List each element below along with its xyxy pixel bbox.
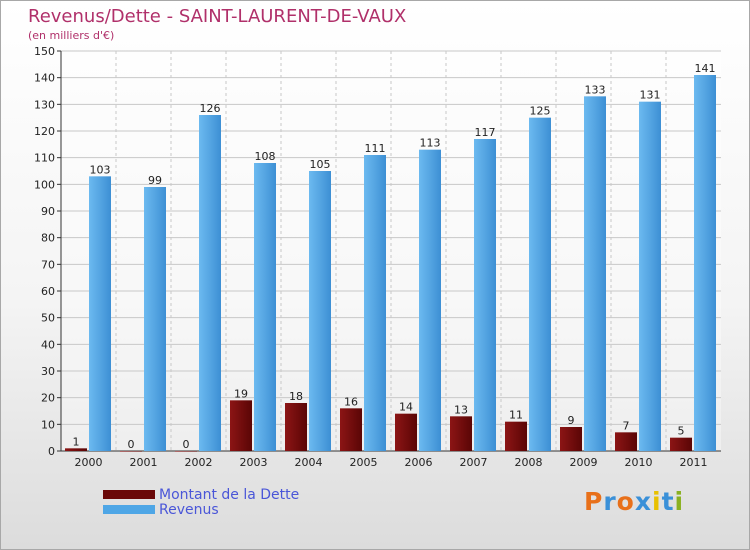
bar-debt — [615, 432, 637, 451]
y-tick-label: 100 — [34, 178, 55, 191]
legend: Montant de la Dette Revenus — [103, 486, 300, 518]
logo-letter: P — [584, 487, 604, 516]
proxiti-logo: Proxiti — [584, 487, 684, 516]
y-tick-label: 10 — [41, 418, 55, 431]
data-label-revenus: 99 — [148, 174, 162, 187]
legend-swatch-debt — [103, 490, 155, 499]
bar-revenus — [529, 117, 551, 452]
bars — [65, 75, 716, 452]
x-tick-label: 2002 — [185, 456, 213, 469]
data-label-revenus: 111 — [365, 142, 386, 155]
x-tick-label: 2005 — [350, 456, 378, 469]
y-tick-label: 70 — [41, 258, 55, 271]
bar-revenus — [474, 139, 496, 451]
x-tick-label: 2000 — [75, 456, 103, 469]
logo-letter: i — [674, 487, 685, 516]
y-tick-label: 130 — [34, 98, 55, 111]
data-label-debt: 19 — [234, 387, 248, 400]
x-tick-label: 2007 — [460, 456, 488, 469]
bar-revenus — [419, 149, 441, 451]
bar-revenus — [199, 115, 221, 451]
bar-debt — [65, 448, 87, 451]
data-label-revenus: 126 — [200, 102, 221, 115]
data-label-debt: 7 — [623, 419, 630, 432]
bar-debt — [120, 451, 142, 452]
data-label-revenus: 117 — [475, 126, 496, 139]
logo-letter: r — [603, 487, 617, 516]
data-label-revenus: 131 — [640, 89, 661, 102]
bar-revenus — [254, 163, 276, 451]
bar-revenus — [584, 96, 606, 451]
data-label-debt: 9 — [568, 414, 575, 427]
data-label-debt: 16 — [344, 395, 358, 408]
logo-letter: o — [616, 487, 635, 516]
data-labels: 1 103 0 99 0 126 19 108 18 105 16 111 14 113 13 117 11 12… — [73, 62, 716, 451]
bar-revenus — [89, 176, 111, 452]
data-label-revenus: 105 — [310, 158, 331, 171]
axes: 0102030405060708090100110120130140150200… — [34, 45, 721, 469]
y-tick-label: 140 — [34, 72, 55, 85]
data-label-revenus: 103 — [90, 163, 111, 176]
bar-debt — [560, 427, 582, 451]
x-tick-label: 2003 — [240, 456, 268, 469]
chart-title: Revenus/Dette - SAINT-LAURENT-DE-VAUX — [28, 6, 407, 27]
data-label-revenus: 125 — [530, 105, 551, 118]
y-tick-label: 20 — [41, 392, 55, 405]
legend-label-debt: Montant de la Dette — [159, 486, 300, 503]
y-tick-label: 90 — [41, 205, 55, 218]
legend-item-revenus: Revenus — [103, 501, 299, 518]
data-label-debt: 0 — [128, 438, 135, 451]
bar-revenus — [639, 101, 661, 452]
data-label-debt: 13 — [454, 403, 468, 416]
data-label-debt: 14 — [399, 401, 413, 414]
bar-debt — [340, 408, 362, 451]
legend-swatch-revenus — [103, 505, 155, 514]
data-label-revenus: 141 — [695, 62, 716, 75]
data-label-revenus: 108 — [255, 150, 276, 163]
y-tick-label: 50 — [41, 312, 55, 325]
bar-debt — [175, 451, 197, 452]
data-label-debt: 18 — [289, 390, 303, 403]
data-label-revenus: 113 — [420, 137, 441, 150]
legend-item-debt: Montant de la Dette — [103, 486, 300, 503]
x-tick-label: 2010 — [625, 456, 653, 469]
data-label-debt: 0 — [183, 438, 190, 451]
bar-debt — [670, 437, 692, 451]
y-tick-label: 80 — [41, 232, 55, 245]
bar-debt — [450, 416, 472, 451]
bar-debt — [395, 413, 417, 451]
logo-letter: t — [661, 487, 675, 516]
logo-letter: x — [634, 487, 652, 516]
data-label-debt: 5 — [678, 425, 685, 438]
y-tick-label: 150 — [34, 45, 55, 58]
chart-subtitle: (en milliers d'€) — [28, 29, 115, 42]
y-tick-label: 110 — [34, 152, 55, 165]
data-label-revenus: 133 — [585, 83, 606, 96]
y-tick-label: 0 — [48, 445, 55, 458]
data-label-debt: 11 — [509, 409, 523, 422]
x-tick-label: 2006 — [405, 456, 433, 469]
y-tick-label: 30 — [41, 365, 55, 378]
legend-label-revenus: Revenus — [159, 501, 219, 518]
y-tick-label: 60 — [41, 285, 55, 298]
logo-letter: i — [652, 487, 662, 516]
y-tick-label: 40 — [41, 338, 55, 351]
bar-revenus — [364, 155, 386, 451]
bar-debt — [505, 421, 527, 451]
bar-revenus — [309, 171, 331, 451]
x-tick-label: 2001 — [130, 456, 158, 469]
x-tick-label: 2011 — [680, 456, 708, 469]
bar-debt — [230, 400, 252, 451]
bar-debt — [285, 403, 307, 451]
bar-revenus — [144, 187, 166, 451]
gridlines — [61, 50, 721, 452]
x-tick-label: 2008 — [515, 456, 543, 469]
data-label-debt: 1 — [73, 435, 80, 448]
y-tick-label: 120 — [34, 125, 55, 138]
x-tick-label: 2009 — [570, 456, 598, 469]
x-tick-label: 2004 — [295, 456, 323, 469]
bar-revenus — [694, 75, 716, 451]
